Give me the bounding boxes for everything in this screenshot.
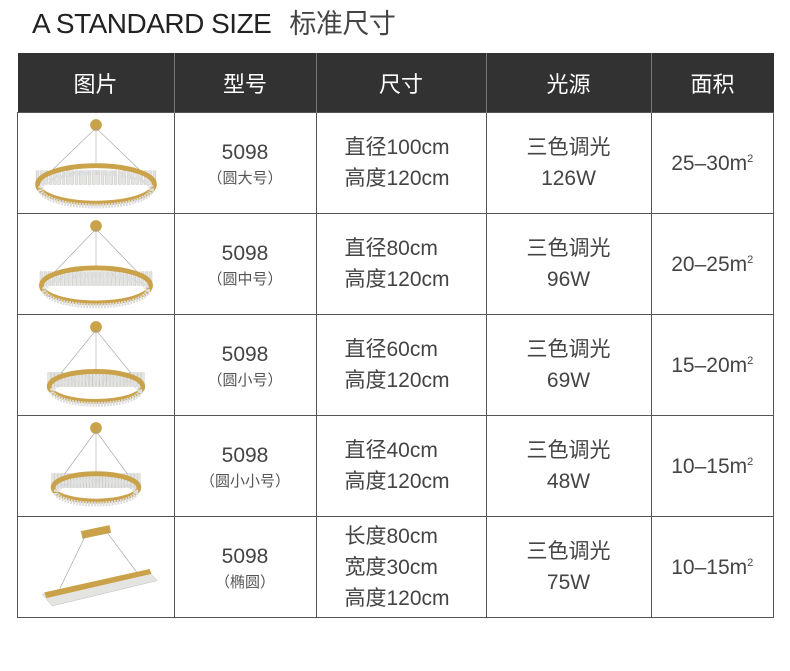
area-value: 25–30m: [671, 151, 748, 175]
area-unit-sup: 2: [747, 455, 754, 468]
model-variant: （椭圆）: [214, 573, 275, 591]
table-row: 5098 （圆中号） 直径80cm 高度120cm 三色调光 96W 20–25m2: [17, 213, 774, 315]
chandelier-image: [50, 422, 142, 507]
chandelier-image: [46, 321, 145, 407]
model-number: 5098: [221, 342, 269, 366]
size-line: 直径40cm: [344, 439, 438, 462]
area-cell: 10–15m2: [650, 415, 774, 517]
light-cell: 三色调光 69W: [485, 314, 652, 416]
model-cell: 5098 （圆小小号）: [173, 415, 317, 517]
light-cell: 三色调光 75W: [485, 516, 652, 618]
title-cn: 标准尺寸: [289, 9, 396, 40]
size-line: 高度120cm: [344, 470, 450, 493]
model-number: 5098: [221, 140, 269, 164]
power: 96W: [546, 268, 591, 291]
light-cell: 三色调光 96W: [485, 213, 652, 315]
light-type: 三色调光: [526, 540, 611, 563]
size-line: 直径100cm: [344, 136, 450, 159]
header-light: 光源: [485, 53, 651, 113]
size-cell: 直径60cm 高度120cm: [315, 314, 487, 416]
model-variant: （圆中号）: [207, 270, 283, 288]
size-cell: 直径100cm 高度120cm: [315, 112, 487, 214]
title-en: A STANDARD SIZE: [32, 8, 272, 39]
area-value: 20–25m: [671, 252, 748, 276]
power: 75W: [546, 571, 591, 594]
model-number: 5098: [221, 544, 269, 568]
light-type: 三色调光: [526, 136, 611, 159]
model-number: 5098: [221, 443, 269, 467]
area-cell: 10–15m2: [650, 516, 774, 618]
light-cell: 三色调光 48W: [485, 415, 652, 517]
area-value: 10–15m: [671, 555, 748, 579]
size-line: 高度120cm: [344, 167, 450, 190]
area-unit-sup: 2: [747, 354, 754, 367]
table-row: 5098 （圆小小号） 直径40cm 高度120cm 三色调光 48W 10–15m2: [17, 415, 774, 517]
size-line: 高度120cm: [344, 268, 450, 291]
image-cell: [17, 415, 175, 517]
header-model: 型号: [173, 53, 316, 113]
size-line: 直径60cm: [344, 338, 438, 361]
page-title: A STANDARD SIZE 标准尺寸: [32, 2, 396, 41]
area-value: 15–20m: [671, 353, 748, 377]
light-cell: 三色调光 126W: [485, 112, 652, 214]
model-cell: 5098 （圆小号）: [173, 314, 317, 416]
area-cell: 25–30m2: [650, 112, 774, 214]
image-cell: [17, 112, 175, 214]
model-variant: （圆小号）: [207, 371, 283, 389]
table-row: 5098 （圆大号） 直径100cm 高度120cm 三色调光 126W 25–30m…: [17, 112, 774, 214]
size-line: 长度80cm: [344, 524, 438, 548]
power: 48W: [546, 470, 591, 493]
table-row: 5098 （圆小号） 直径60cm 高度120cm 三色调光 69W 15–20m2: [17, 314, 774, 416]
area-value: 10–15m: [671, 454, 748, 478]
size-line: 高度120cm: [344, 369, 450, 392]
size-cell: 直径40cm 高度120cm: [315, 415, 487, 517]
size-cell: 直径80cm 高度120cm: [315, 213, 487, 315]
image-cell: [17, 314, 175, 416]
image-cell: [17, 213, 175, 315]
area-unit-sup: 2: [747, 253, 754, 266]
table-row: 5098 （椭圆） 长度80cm 宽度30cm 高度120cm 三色调光 75W 10–…: [17, 516, 774, 618]
table-header: 图片 型号 尺寸 光源 面积: [17, 53, 774, 113]
size-table: 图片 型号 尺寸 光源 面积 5098 （圆大号） 直径100cm 高度120cm …: [17, 53, 774, 618]
chandelier-image: [34, 119, 157, 209]
area-cell: 20–25m2: [650, 213, 774, 315]
model-number: 5098: [221, 241, 269, 265]
image-cell: [17, 516, 175, 618]
header-area: 面积: [650, 53, 774, 113]
header-size: 尺寸: [315, 53, 486, 113]
chandelier-image: [38, 220, 153, 309]
model-cell: 5098 （圆大号）: [173, 112, 317, 214]
area-unit-sup: 2: [747, 152, 754, 165]
size-line: 高度120cm: [344, 586, 450, 610]
model-variant: （圆小小号）: [199, 472, 290, 490]
power: 126W: [541, 167, 596, 190]
area-unit-sup: 2: [747, 556, 754, 569]
model-variant: （圆大号）: [207, 169, 283, 187]
light-type: 三色调光: [526, 439, 611, 462]
size-cell: 长度80cm 宽度30cm 高度120cm: [315, 516, 487, 618]
size-line: 宽度30cm: [344, 555, 438, 579]
header-image: 图片: [17, 53, 174, 113]
power: 69W: [546, 369, 591, 392]
chandelier-image: [41, 525, 158, 607]
model-cell: 5098 （圆中号）: [173, 213, 317, 315]
area-cell: 15–20m2: [650, 314, 774, 416]
model-cell: 5098 （椭圆）: [173, 516, 317, 618]
size-line: 直径80cm: [344, 237, 438, 260]
light-type: 三色调光: [526, 338, 611, 361]
light-type: 三色调光: [526, 237, 611, 260]
